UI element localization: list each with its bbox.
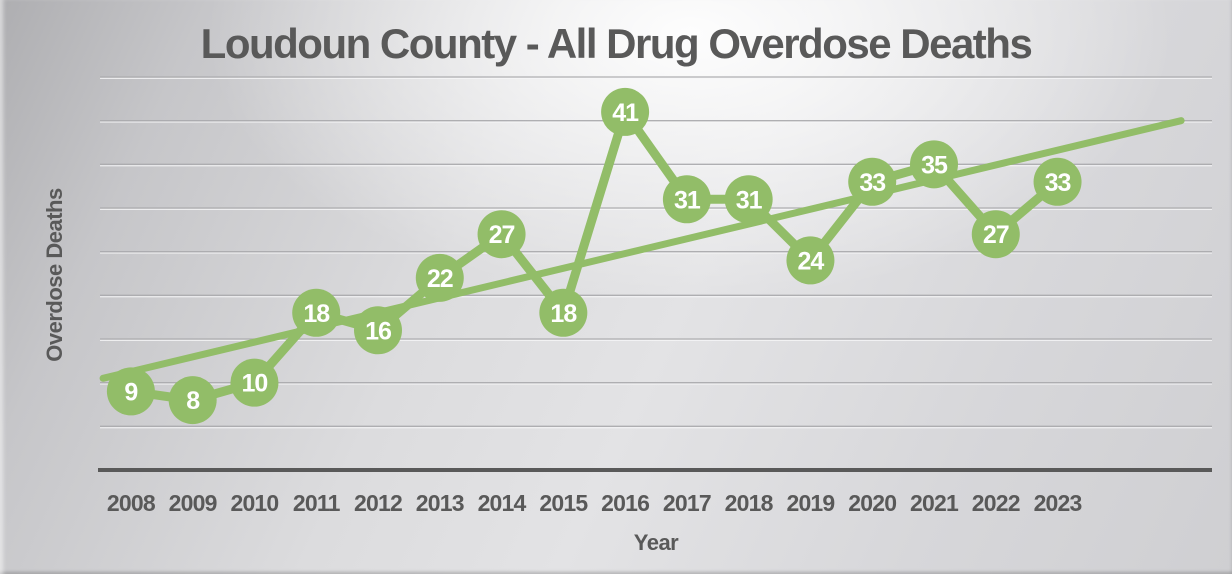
data-point-label: 18 [303, 300, 330, 328]
data-point-marker [354, 306, 402, 355]
data-point-label: 22 [427, 265, 453, 293]
chart-title: Loudoun County - All Drug Overdose Death… [200, 20, 1033, 67]
data-point-marker [106, 367, 155, 416]
data-point-label: 33 [859, 169, 885, 197]
x-tick-label: 2011 [293, 490, 341, 516]
data-point-marker [971, 210, 1020, 259]
data-point-label: 8 [186, 387, 200, 415]
data-point-marker [168, 376, 217, 425]
data-point-marker [910, 140, 958, 189]
data-point-label: 35 [921, 151, 948, 179]
data-point-label: 10 [242, 370, 268, 398]
x-tick-label: 2022 [972, 490, 1020, 516]
data-point-marker [786, 236, 835, 285]
y-axis-title: Overdose Deaths [42, 188, 67, 362]
x-tick-label: 2013 [416, 490, 464, 516]
x-tick-label: 2023 [1034, 490, 1082, 516]
x-tick-label: 2018 [725, 490, 774, 516]
data-point-label: 16 [365, 317, 391, 345]
data-point-marker [601, 87, 650, 136]
data-point-label: 27 [983, 221, 1009, 249]
data-point-label: 18 [550, 300, 577, 328]
data-point-marker [1033, 157, 1082, 206]
x-tick-label: 2009 [169, 490, 217, 516]
data-point-marker [848, 157, 897, 206]
x-tick-label: 2012 [354, 490, 402, 516]
x-tick-label: 2016 [601, 490, 649, 516]
data-point-marker [539, 288, 588, 337]
series-line [126, 107, 1063, 405]
trendline [99, 117, 1185, 382]
data-point-marker [230, 358, 279, 407]
data-point-label: 9 [124, 378, 137, 406]
x-tick-label: 2017 [663, 490, 711, 516]
x-tick-label: 2020 [848, 490, 896, 516]
x-tick-label: 2019 [786, 490, 834, 516]
x-tick-label: 2010 [230, 490, 278, 516]
data-point-marker [662, 175, 711, 224]
data-point-label: 41 [612, 99, 639, 127]
data-point-marker [477, 210, 526, 259]
data-point-label: 31 [736, 186, 763, 214]
x-tick-label: 2015 [539, 490, 588, 516]
x-tick-label: 2008 [107, 490, 156, 516]
x-tick-label: 2021 [910, 490, 959, 516]
data-point-label: 27 [489, 221, 515, 249]
data-point-marker [415, 253, 464, 302]
data-point-label: 33 [1045, 169, 1071, 197]
data-point-label: 24 [798, 247, 825, 275]
data-point-marker [292, 288, 341, 337]
x-tick-label: 2014 [478, 490, 527, 516]
x-axis-title: Year [633, 530, 679, 555]
data-point-marker [724, 175, 773, 224]
data-point-label: 31 [674, 186, 701, 214]
